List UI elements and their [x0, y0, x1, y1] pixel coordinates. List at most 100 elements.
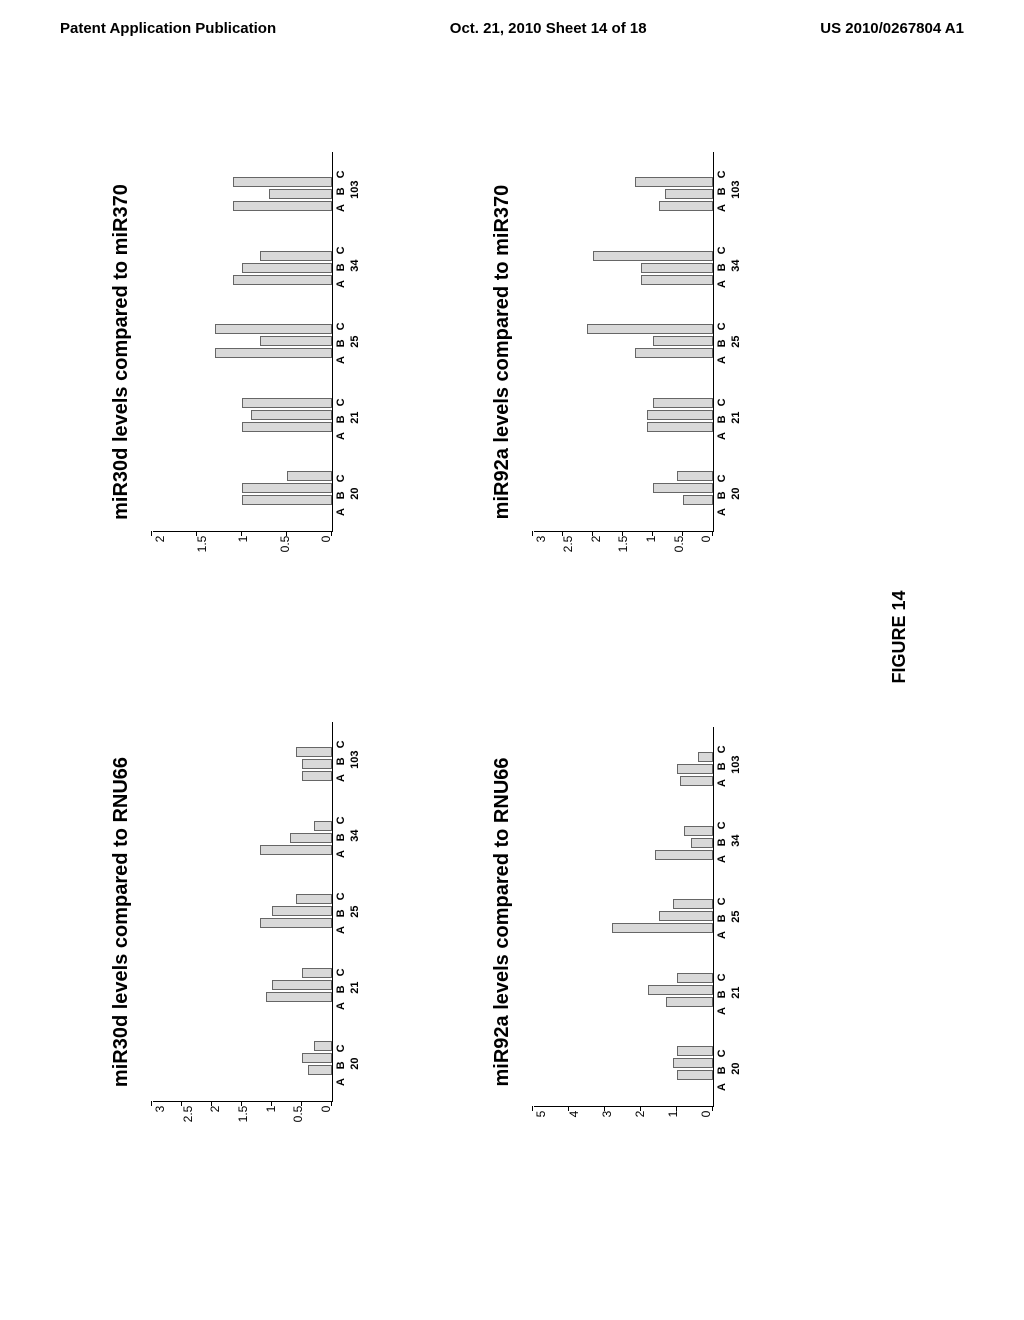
- plot-column: A B C20A B C21A B C25A B C34A B C103: [153, 152, 361, 532]
- bar-group: [635, 158, 713, 231]
- x-group-label: 103: [730, 755, 742, 773]
- y-tick: [301, 1101, 302, 1106]
- y-tick: [331, 1101, 332, 1106]
- x-sub-labels: A B C: [335, 395, 347, 440]
- y-tick-label: 1.5: [195, 536, 209, 553]
- x-group-label: 34: [730, 835, 742, 847]
- bar: [659, 911, 713, 921]
- x-group: A B C34: [333, 798, 361, 874]
- y-tick-label: 2: [589, 536, 603, 543]
- bar: [677, 1046, 713, 1056]
- plot-wrap: 543210A B C20A B C21A B C25A B C34A B C1…: [534, 727, 742, 1118]
- x-group-label: 25: [730, 911, 742, 923]
- y-tick-label: 0.5: [278, 536, 292, 553]
- x-sub-labels: A B C: [716, 243, 728, 288]
- y-tick: [241, 531, 242, 536]
- y-tick: [532, 1106, 533, 1111]
- bar-group: [593, 231, 713, 304]
- x-sub-labels: A B C: [335, 737, 347, 782]
- chart-3: miR92a levels compared to miR37032.521.5…: [491, 87, 852, 617]
- bar: [666, 997, 713, 1007]
- bar-group: [647, 378, 713, 451]
- y-tick-label: 1.5: [236, 1106, 250, 1123]
- bar: [641, 275, 713, 285]
- bar-group: [655, 806, 713, 879]
- bar: [215, 348, 332, 358]
- y-tick-label: 1: [644, 536, 658, 543]
- bar: [233, 275, 332, 285]
- y-tick-label: 2.5: [561, 536, 575, 553]
- bar: [272, 980, 332, 990]
- x-group: A B C21: [714, 380, 742, 456]
- x-group-label: 20: [349, 1058, 361, 1070]
- x-group-label: 34: [349, 260, 361, 272]
- x-sub-labels: A B C: [335, 319, 347, 364]
- plot-area: [534, 152, 714, 532]
- bar: [269, 189, 332, 199]
- bar: [260, 845, 332, 855]
- bar: [287, 471, 332, 481]
- bar: [677, 1070, 713, 1080]
- x-group-label: 20: [349, 488, 361, 500]
- bar: [593, 251, 713, 261]
- y-tick-label: 5: [534, 1111, 548, 1118]
- bar: [698, 752, 712, 762]
- x-sub-labels: A B C: [335, 167, 347, 212]
- y-tick: [712, 1106, 713, 1111]
- x-group: A B C21: [333, 380, 361, 456]
- chart-2: miR92a levels compared to RNU66543210A B…: [491, 657, 852, 1187]
- x-sub-labels: A B C: [716, 818, 728, 863]
- y-tick: [604, 1106, 605, 1111]
- y-tick-label: 2: [633, 1111, 647, 1118]
- x-axis: A B C20A B C21A B C25A B C34A B C103: [333, 152, 361, 532]
- chart-1: miR30d levels compared to miR37021.510.5…: [110, 87, 471, 617]
- x-axis: A B C20A B C21A B C25A B C34A B C103: [333, 722, 361, 1102]
- x-group: A B C21: [333, 950, 361, 1026]
- bar: [242, 483, 332, 493]
- x-group-label: 20: [730, 1063, 742, 1075]
- bar: [242, 495, 332, 505]
- x-axis: A B C20A B C21A B C25A B C34A B C103: [714, 152, 742, 532]
- bar: [242, 398, 332, 408]
- bars-area: [534, 727, 713, 1106]
- x-group: A B C20: [333, 456, 361, 532]
- y-tick: [676, 1106, 677, 1111]
- bar: [302, 968, 332, 978]
- x-group: A B C25: [333, 304, 361, 380]
- bars-area: [153, 152, 332, 531]
- y-tick-label: 3: [153, 1106, 167, 1113]
- x-sub-labels: A B C: [335, 889, 347, 934]
- x-group-label: 20: [730, 488, 742, 500]
- bar: [308, 1065, 332, 1075]
- bar: [260, 918, 332, 928]
- y-tick-label: 2: [153, 536, 167, 543]
- y-tick: [331, 531, 332, 536]
- plot-column: A B C20A B C21A B C25A B C34A B C103: [534, 152, 742, 532]
- x-group: A B C103: [714, 152, 742, 228]
- bar: [302, 771, 332, 781]
- x-group-label: 21: [349, 412, 361, 424]
- bar-group: [260, 801, 332, 874]
- bar: [635, 348, 713, 358]
- bar: [314, 821, 332, 831]
- plot-area: [534, 727, 714, 1107]
- y-axis: 543210: [534, 1107, 714, 1118]
- plot-area: [153, 152, 333, 532]
- y-tick-label: 1: [264, 1106, 278, 1113]
- x-group: A B C21: [714, 955, 742, 1031]
- bar: [242, 263, 332, 273]
- y-tick: [286, 531, 287, 536]
- bar: [242, 422, 332, 432]
- x-sub-labels: A B C: [716, 970, 728, 1015]
- y-tick-label: 4: [567, 1111, 581, 1118]
- y-axis: 32.521.510.50: [153, 1102, 333, 1123]
- header-left: Patent Application Publication: [60, 20, 276, 37]
- chart-title: miR30d levels compared to miR370: [110, 184, 133, 520]
- x-sub-labels: A B C: [716, 894, 728, 939]
- x-sub-labels: A B C: [335, 471, 347, 516]
- bar: [673, 1058, 713, 1068]
- x-group: A B C34: [333, 228, 361, 304]
- y-tick: [151, 531, 152, 536]
- bar: [635, 177, 713, 187]
- x-axis: A B C20A B C21A B C25A B C34A B C103: [714, 727, 742, 1107]
